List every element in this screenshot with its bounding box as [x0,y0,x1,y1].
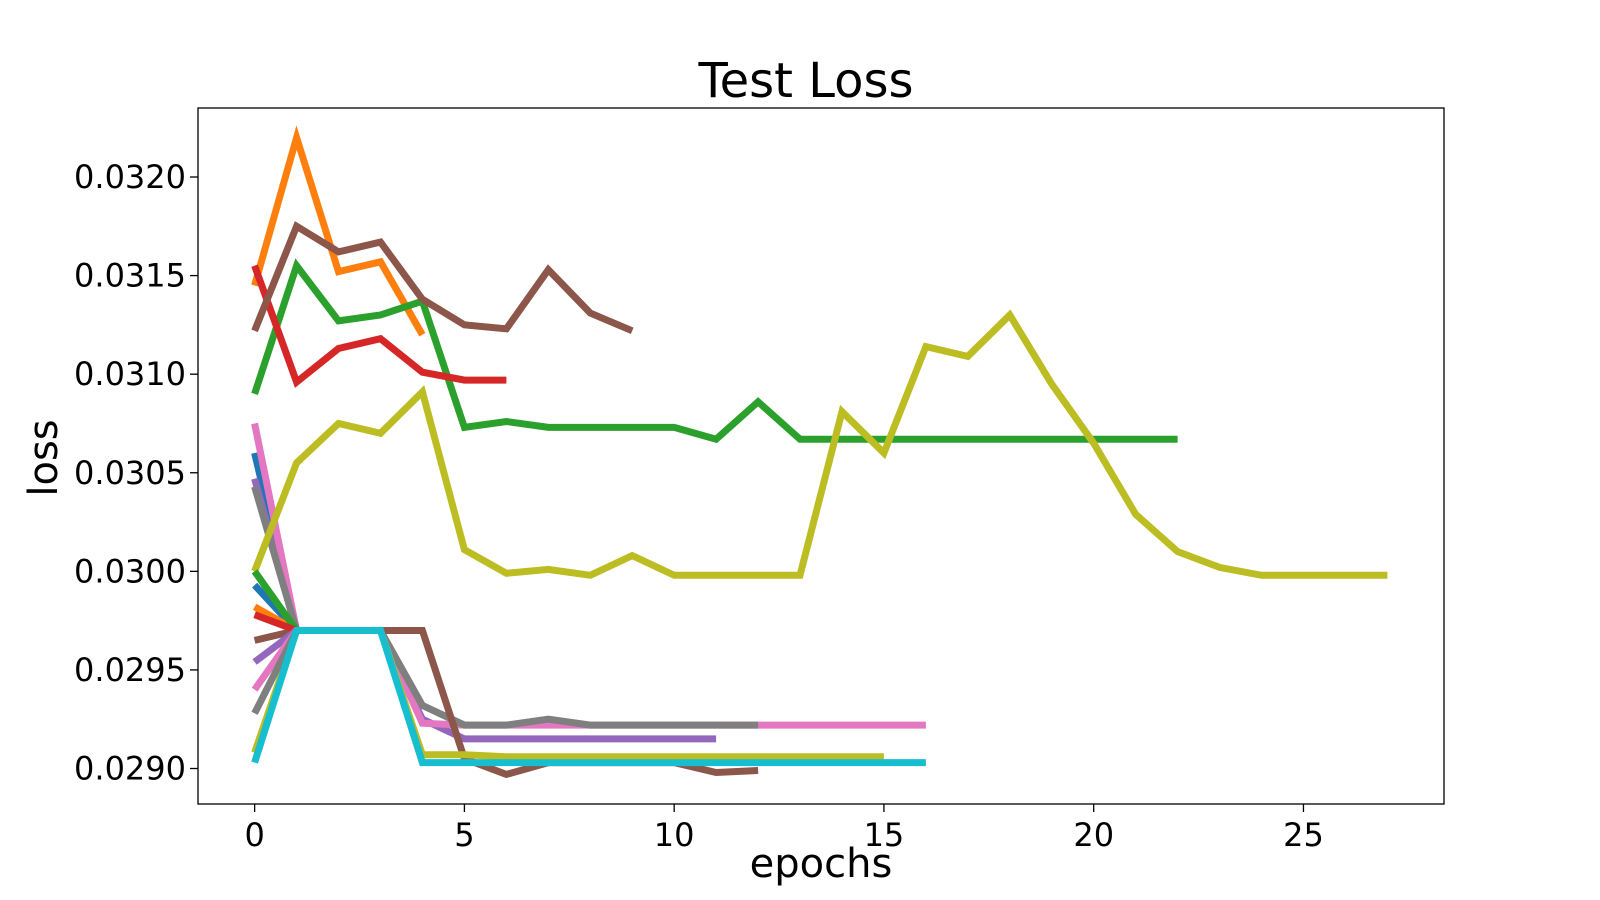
series-line-7 [251,485,759,729]
series-line-4 [251,477,717,743]
y-tick-label: 0.0305 [74,454,186,492]
y-tick-label: 0.0300 [74,552,186,590]
y-tick-label: 0.0310 [74,355,186,393]
series-line-5 [251,221,634,335]
plot-frame [197,107,1445,805]
x-tick-label: 5 [454,816,474,854]
y-tick-label: 0.0290 [74,750,186,788]
y-tick-label: 0.0320 [74,158,186,196]
series-line-18 [251,627,926,767]
series-line-9 [253,627,759,779]
series-line-8 [251,309,1388,579]
y-axis-label: loss [21,419,67,496]
series-layer [251,125,1388,779]
x-tick-label: 25 [1283,816,1324,854]
x-axis: 0 5 10 15 20 25 [244,804,1324,854]
x-tick-label: 10 [654,816,695,854]
x-tick-label: 20 [1073,816,1114,854]
series-line-1 [251,125,426,337]
y-tick-label: 0.0315 [74,257,186,295]
x-tick-label: 15 [864,816,905,854]
chart-title: Test Loss [697,53,913,109]
series-line-14 [253,611,298,634]
series-line-2 [251,258,1178,444]
y-axis: 0.0290 0.0295 0.0300 0.0305 0.0310 0.0315 0.03… [74,158,198,788]
x-tick-label: 0 [244,816,264,854]
y-tick-label: 0.0295 [74,651,186,689]
x-axis-label: epochs [750,841,893,887]
series-line-13 [251,569,300,633]
series-line-3 [251,264,507,388]
